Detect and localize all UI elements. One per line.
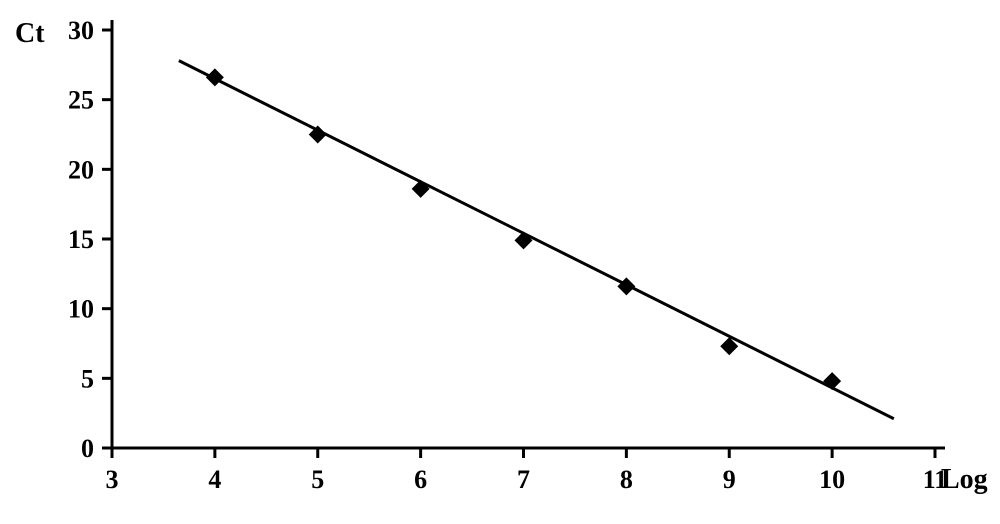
x-tick-label: 4 bbox=[208, 465, 221, 494]
y-tick-label: 20 bbox=[68, 155, 94, 184]
y-tick-label: 25 bbox=[68, 86, 94, 115]
chart-svg: 05101520253034567891011CtLog bbox=[0, 0, 1000, 524]
y-tick-label: 0 bbox=[81, 434, 94, 463]
x-tick-label: 3 bbox=[106, 465, 119, 494]
x-tick-label: 9 bbox=[723, 465, 736, 494]
y-tick-label: 15 bbox=[68, 225, 94, 254]
ct-vs-log-chart: 05101520253034567891011CtLog bbox=[0, 0, 1000, 524]
y-tick-label: 10 bbox=[68, 295, 94, 324]
x-tick-label: 8 bbox=[620, 465, 633, 494]
x-tick-label: 10 bbox=[819, 465, 845, 494]
x-tick-label: 6 bbox=[414, 465, 427, 494]
x-tick-label: 7 bbox=[517, 465, 530, 494]
y-tick-label: 30 bbox=[68, 16, 94, 45]
x-tick-label: 5 bbox=[311, 465, 324, 494]
y-axis-label: Ct bbox=[15, 18, 45, 49]
x-axis-label: Log bbox=[941, 464, 988, 495]
chart-background bbox=[0, 0, 1000, 524]
y-tick-label: 5 bbox=[81, 364, 94, 393]
